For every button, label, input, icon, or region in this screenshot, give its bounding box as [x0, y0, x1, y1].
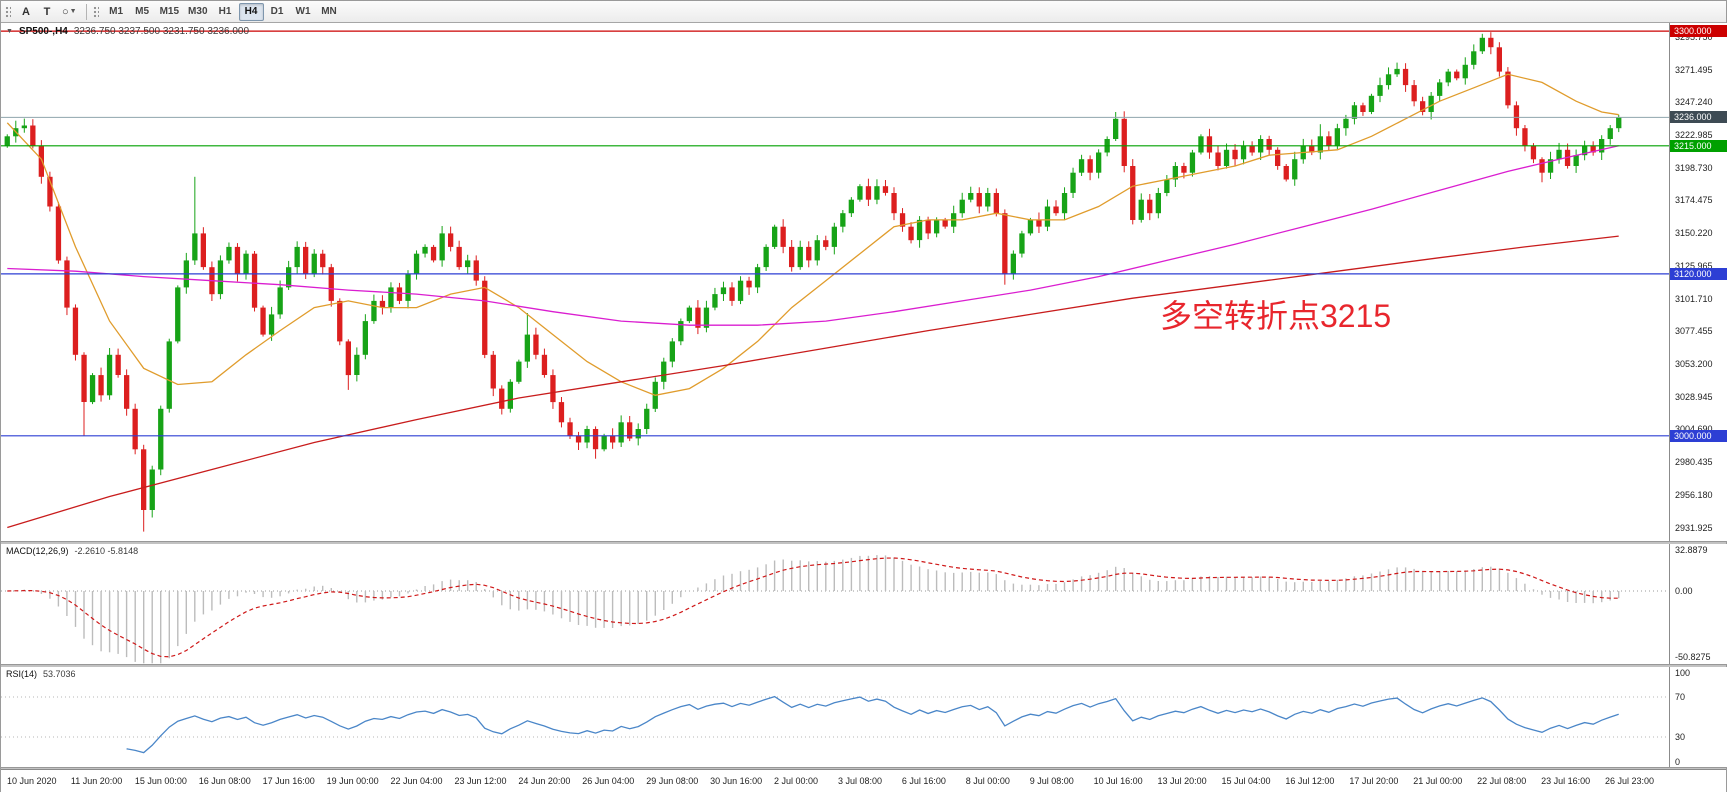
- rsi-axis-label: 70: [1675, 692, 1686, 702]
- timeframe-drag-handle-icon[interactable]: [92, 4, 99, 19]
- rsi-axis-label: 30: [1675, 732, 1686, 742]
- main-chart-panel: 多空转折点3215 ▼ SP500-,H4 3236.750 3237.500 …: [1, 23, 1727, 541]
- macd-axis-label: -50.8275: [1675, 652, 1711, 663]
- annotation-tool-button[interactable]: A: [16, 3, 36, 21]
- ma-line-orange[interactable]: [6, 73, 1619, 396]
- rsi-chart-canvas[interactable]: [1, 667, 1669, 767]
- time-axis-label: 13 Jul 20:00: [1157, 776, 1207, 786]
- timeframe-button-m15[interactable]: M15: [156, 3, 183, 21]
- collapse-caret-icon[interactable]: ▼: [6, 28, 13, 35]
- timeframe-button-mn[interactable]: MN: [317, 3, 342, 21]
- chevron-down-icon: ▼: [69, 8, 77, 15]
- time-axis-label: 17 Jun 16:00: [262, 776, 315, 786]
- time-axis-label: 22 Jun 04:00: [390, 776, 443, 786]
- price-axis-label: 3198.730: [1675, 162, 1713, 173]
- time-axis-label: 9 Jul 08:00: [1029, 776, 1074, 786]
- price-axis-label: 3150.220: [1675, 228, 1713, 239]
- hline-price-box: 3300.000: [1670, 25, 1727, 38]
- timeframe-button-m5[interactable]: M5: [130, 3, 155, 21]
- timeframe-button-h4[interactable]: H4: [238, 2, 264, 21]
- price-axis-label: 2956.180: [1675, 489, 1713, 500]
- time-axis-label: 29 Jun 08:00: [646, 776, 699, 786]
- hline-price-box: 3120.000: [1670, 267, 1727, 280]
- time-axis-label: 23 Jul 16:00: [1541, 776, 1591, 786]
- rsi-axis-label: 0: [1675, 757, 1681, 767]
- price-axis-label: 3028.945: [1675, 391, 1713, 402]
- time-axis-label: 16 Jun 08:00: [198, 776, 251, 786]
- time-axis-label: 19 Jun 00:00: [326, 776, 379, 786]
- timeframe-button-w1[interactable]: W1: [291, 3, 316, 21]
- time-axis-label: 15 Jun 00:00: [134, 776, 187, 786]
- price-axis-label: 3101.710: [1675, 293, 1713, 304]
- price-chart-canvas[interactable]: 多空转折点3215: [1, 23, 1669, 541]
- time-axis-label: 26 Jun 04:00: [582, 776, 635, 786]
- current-price-box: 3236.000: [1670, 111, 1727, 124]
- text-tool-button[interactable]: T: [37, 3, 57, 21]
- hline-price-box: 3215.000: [1670, 139, 1727, 152]
- annotation-text[interactable]: 多空转折点3215: [1160, 298, 1391, 334]
- macd-axis[interactable]: 32.8879 0.00 -50.8275: [1669, 544, 1727, 664]
- rsi-axis[interactable]: 100 70 30 0: [1669, 667, 1727, 767]
- shapes-tool-button[interactable]: ○ ▼: [58, 3, 81, 21]
- price-axis-label: 3004.690: [1675, 424, 1713, 434]
- time-axis-label: 21 Jul 00:00: [1413, 776, 1463, 786]
- time-axis-label: 10 Jul 16:00: [1093, 776, 1143, 786]
- top-toolbar: A T ○ ▼ M1 M5 M15 M30 H1 H4 D1 W1 MN: [1, 1, 1726, 23]
- timeframe-button-d1[interactable]: D1: [265, 3, 290, 21]
- price-axis-label: 3077.455: [1675, 326, 1713, 337]
- time-axis-label: 11 Jun 20:00: [70, 776, 123, 786]
- time-axis-label: 23 Jun 12:00: [454, 776, 507, 786]
- time-axis-label: 10 Jun 2020: [7, 776, 57, 786]
- timeframe-group: M1 M5 M15 M30 H1 H4 D1 W1 MN: [104, 2, 342, 21]
- ma-line-red[interactable]: [7, 235, 1619, 529]
- toolbar-separator: [85, 3, 87, 20]
- toolbar-drag-handle-icon[interactable]: [5, 4, 11, 19]
- price-axis-label: 3053.200: [1675, 359, 1713, 370]
- time-axis-label: 16 Jul 12:00: [1285, 776, 1335, 786]
- time-axis-label: 15 Jul 04:00: [1221, 776, 1271, 786]
- time-axis-label: 30 Jun 16:00: [710, 776, 763, 786]
- time-axis-label: 24 Jun 20:00: [518, 776, 571, 786]
- rsi-axis-label: 100: [1675, 668, 1691, 678]
- price-axis-label: 3174.475: [1675, 195, 1713, 206]
- rsi-plot: RSI(14) 53.7036: [1, 667, 1669, 767]
- price-axis-label: 2931.925: [1675, 522, 1713, 533]
- time-axis-label: 3 Jul 08:00: [837, 776, 882, 786]
- ma-line-magenta[interactable]: [7, 145, 1619, 326]
- rsi-panel: RSI(14) 53.7036 100 70 30 0: [1, 667, 1727, 767]
- time-axis-label: 22 Jul 08:00: [1477, 776, 1527, 786]
- timeframe-button-h1[interactable]: H1: [213, 3, 238, 21]
- macd-signal-line: [7, 557, 1619, 658]
- price-axis-label: 3222.985: [1675, 129, 1713, 140]
- price-axis-label: 3247.240: [1675, 97, 1713, 108]
- timeframe-button-m1[interactable]: M1: [104, 3, 129, 21]
- macd-axis-label: 0.00: [1675, 585, 1693, 596]
- macd-axis-label: 32.8879: [1675, 545, 1708, 555]
- timeframe-button-m30[interactable]: M30: [184, 3, 211, 21]
- macd-panel: MACD(12,26,9) -2.2610 -5.8148 32.8879 0.0…: [1, 544, 1727, 664]
- time-axis-label: 26 Jul 23:00: [1605, 776, 1655, 786]
- hline-price-box: 3000.000: [1670, 429, 1727, 442]
- price-axis[interactable]: 3295.7503271.4953247.2403222.9853198.730…: [1669, 23, 1727, 541]
- macd-plot: MACD(12,26,9) -2.2610 -5.8148: [1, 544, 1669, 664]
- ellipse-icon: ○: [62, 5, 69, 18]
- panel-divider-bottom[interactable]: [1, 767, 1726, 769]
- price-axis-label: 3125.965: [1675, 260, 1713, 271]
- time-axis-label: 17 Jul 20:00: [1349, 776, 1399, 786]
- panel-divider-macd[interactable]: [1, 541, 1726, 544]
- price-axis-label: 3271.495: [1675, 64, 1713, 75]
- time-axis-label: 6 Jul 16:00: [901, 776, 946, 786]
- macd-chart-canvas[interactable]: [1, 544, 1669, 664]
- time-axis-label: 2 Jul 00:00: [774, 776, 819, 786]
- rsi-line: [126, 695, 1619, 754]
- time-axis[interactable]: 10 Jun 2020 11 Jun 20:00 15 Jun 00:00 16 Ju…: [1, 769, 1726, 793]
- time-axis-label: 8 Jul 00:00: [965, 776, 1010, 786]
- panel-divider-rsi[interactable]: [1, 664, 1726, 667]
- main-plot: 多空转折点3215 ▼ SP500-,H4 3236.750 3237.500 …: [1, 23, 1669, 541]
- price-axis-label: 2980.435: [1675, 457, 1713, 468]
